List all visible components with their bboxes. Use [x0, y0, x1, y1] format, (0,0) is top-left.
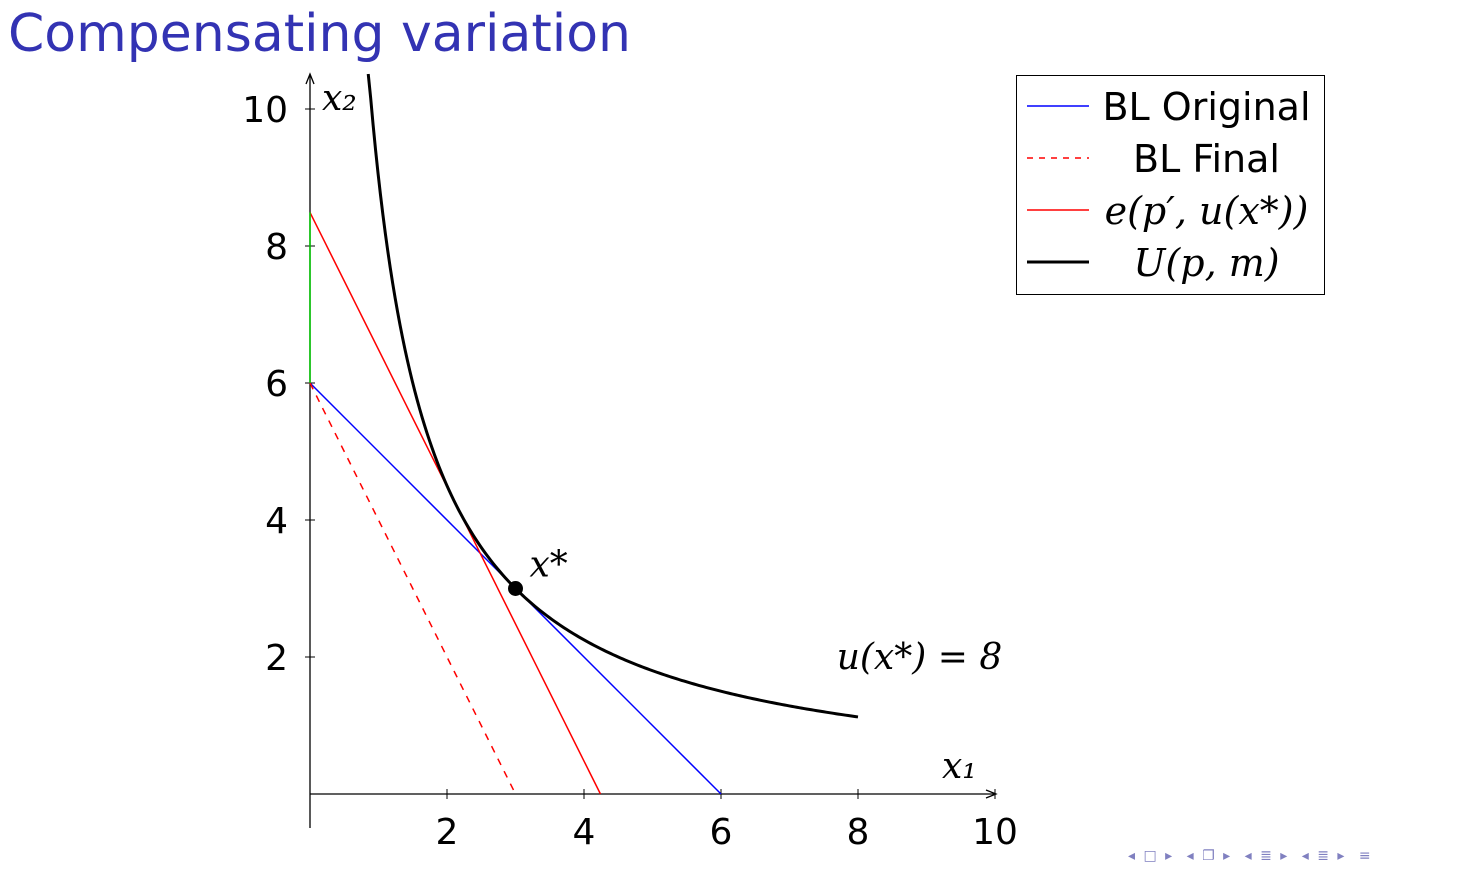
beamer-navigation[interactable]: ◂ □ ▸ ◂ ❐ ▸ ◂ ≣ ▸ ◂ ≣ ▸ ≡: [1128, 848, 1379, 864]
left-arrow-icon[interactable]: ◂ □ ▸: [1128, 848, 1175, 864]
series-line-1: [309, 382, 517, 795]
slide-title: Compensating variation: [8, 4, 631, 64]
legend-item-expenditure: e(p′, u(x*)): [1017, 184, 1324, 238]
y-tick-label: 2: [265, 638, 288, 679]
legend-item-bl-original: BL Original: [1017, 80, 1324, 134]
x-tick-label: 6: [710, 812, 733, 853]
optimum-point: [508, 581, 523, 596]
legend-label: U(p, m): [1133, 241, 1280, 285]
frame-icon[interactable]: ◂ ❐ ▸: [1186, 848, 1233, 864]
legend-item-bl-final: BL Final: [1017, 132, 1324, 186]
axis-ticks: 2 4 6 8 10 2 4 6 8 10: [242, 90, 1018, 853]
axes: [305, 72, 998, 828]
legend-item-utility: U(p, m): [1017, 236, 1324, 290]
x-tick-label: 10: [972, 812, 1018, 853]
align-icon[interactable]: ≡: [1358, 848, 1373, 864]
legend-label: BL Original: [1102, 85, 1311, 129]
x-tick-label: 4: [573, 812, 596, 853]
x-tick-label: 2: [436, 812, 459, 853]
series-group: [309, 73, 859, 795]
y-tick-label: 10: [242, 90, 288, 131]
point-marks: x* u(x*) = 8: [508, 545, 1003, 678]
point-label: x*: [530, 545, 568, 586]
y-tick-label: 8: [265, 227, 288, 268]
y-axis-arrow: [305, 72, 315, 85]
x-axis-label: x₁: [942, 746, 977, 787]
y-axis-label: x₂: [322, 78, 357, 119]
legend: BL Original BL Final e(p′, u(x*)) U(p, m…: [1016, 75, 1325, 295]
legend-label: e(p′, u(x*)): [1104, 189, 1309, 233]
subsection-icon[interactable]: ◂ ≣ ▸: [1244, 848, 1290, 864]
y-tick-label: 4: [265, 501, 288, 542]
utility-annotation: u(x*) = 8: [837, 637, 1003, 678]
legend-label: BL Final: [1133, 137, 1280, 181]
section-icon[interactable]: ◂ ≣ ▸: [1301, 848, 1347, 864]
series-utility-curve: [366, 73, 859, 719]
x-axis-arrow: [985, 789, 998, 799]
x-tick-label: 8: [847, 812, 870, 853]
y-tick-label: 6: [265, 364, 288, 405]
